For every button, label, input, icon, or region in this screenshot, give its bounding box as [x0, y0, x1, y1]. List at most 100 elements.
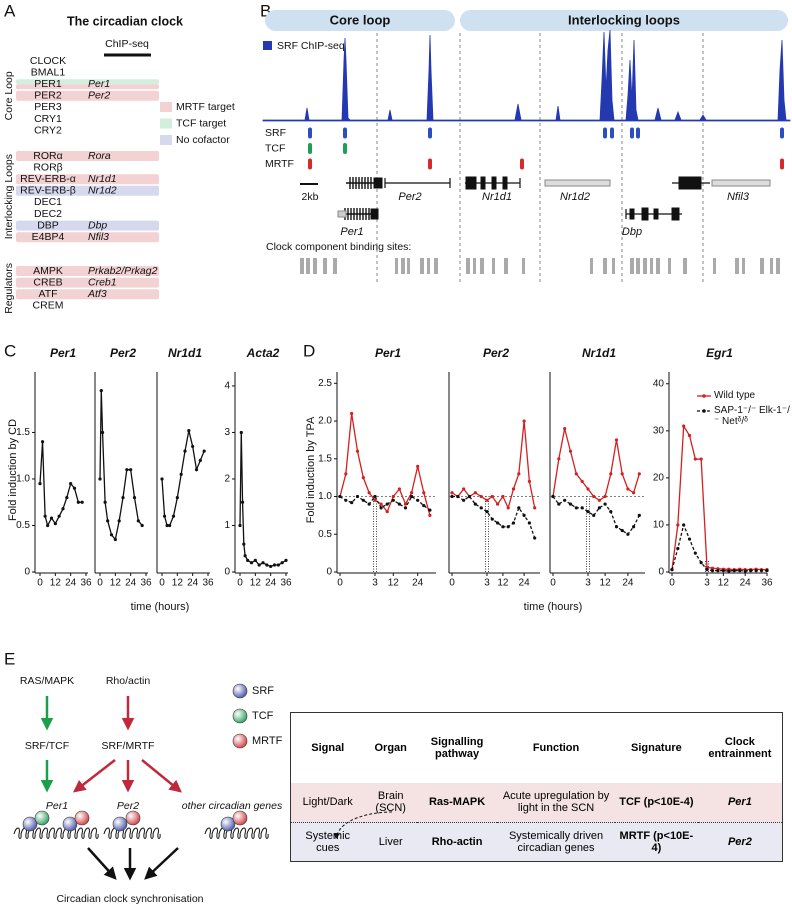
data-point: [614, 525, 619, 529]
x-tick-label: 12: [172, 578, 184, 589]
data-point: [249, 561, 254, 565]
header-cell: Signal: [311, 742, 345, 754]
data-point: [563, 498, 567, 502]
data-point: [373, 494, 377, 499]
x-tick-label: 36: [761, 578, 773, 589]
data-point: [501, 494, 505, 499]
data-point: [490, 494, 494, 499]
data-point: [40, 440, 45, 444]
data-point: [462, 487, 466, 491]
data-point: [242, 542, 246, 546]
data-point: [626, 532, 630, 536]
data-point: [637, 513, 641, 517]
gene-label: Per1: [340, 226, 363, 238]
legend-label: No cofactor: [176, 134, 230, 146]
series-line: [239, 432, 287, 568]
cell: TCF (p<10E-4): [614, 783, 698, 823]
cell: Rho-actin: [431, 835, 483, 848]
data-point: [46, 523, 50, 528]
data-point: [76, 500, 80, 504]
data-point: [710, 568, 715, 573]
data-point: [65, 495, 69, 500]
y-tick-label: 2.0: [318, 416, 332, 427]
y-tick-label: 0.5: [16, 520, 30, 531]
binding-dot: [603, 127, 607, 139]
panel-label: B: [260, 1, 271, 20]
data-point: [511, 521, 516, 525]
data-point: [355, 449, 360, 453]
data-point: [175, 495, 179, 500]
data-point: [106, 519, 110, 523]
data-point: [113, 537, 117, 542]
y-tick-label: 30: [653, 425, 665, 436]
section-label: Core Loop: [3, 71, 15, 120]
data-point: [738, 568, 742, 573]
legend-label: TCF: [252, 710, 274, 722]
data-point: [563, 427, 567, 431]
section-label: Regulators: [3, 263, 15, 314]
data-point: [240, 500, 245, 504]
dna-diagram: SRF TCF MRTF: [13, 683, 283, 839]
data-point: [557, 502, 561, 506]
arrow: [144, 847, 179, 880]
data-point: [682, 424, 686, 428]
header-cell: Clock entrainment: [708, 736, 772, 760]
data-point: [280, 561, 284, 565]
factor-ball: [125, 810, 141, 826]
arrows: [40, 696, 182, 881]
data-point: [165, 523, 169, 528]
data-point: [754, 568, 758, 573]
x-tick-label: 24: [622, 578, 634, 589]
protein-label: RORα: [33, 150, 62, 162]
x-axis-label: time (hours): [524, 601, 583, 613]
data-point: [162, 514, 167, 518]
binding-sites: [300, 258, 780, 274]
cell: Acute upregulation by light in the SCN: [497, 783, 615, 823]
gene-label: Per1: [88, 78, 110, 90]
x-tick-label: 0: [97, 578, 103, 589]
data-point: [676, 523, 680, 527]
data-point: [727, 569, 731, 573]
factor-ball: [34, 810, 50, 826]
data-point: [749, 568, 753, 573]
data-point: [568, 502, 573, 506]
data-point: [367, 491, 371, 495]
data-point: [80, 500, 84, 504]
legend-label: MRTF target: [176, 101, 235, 113]
legend-ball: [232, 683, 248, 699]
data-point: [682, 523, 686, 527]
data-point: [129, 468, 133, 472]
header-pill: [460, 10, 788, 31]
data-point: [517, 472, 521, 476]
protein-label: ATF: [38, 288, 57, 300]
x-tick-label: 0: [669, 578, 675, 589]
series-line: [671, 522, 767, 572]
header-cell: Signalling pathway: [430, 736, 484, 760]
y-tick-label: 1.5: [318, 453, 332, 464]
data-point: [721, 568, 725, 573]
data-point: [506, 506, 510, 510]
data-point: [759, 568, 764, 573]
data-point: [179, 472, 183, 476]
data-point: [473, 491, 477, 495]
data-point: [243, 554, 247, 558]
track-label: MRTF: [265, 158, 294, 170]
section-header: Interlocking loops: [568, 12, 680, 27]
binding-dots: SRF ChIP-seq SRF TCF MRTF Per1 Per2 Nr1d1 Nr1d2…: [263, 40, 784, 238]
x-tick-label: 3: [484, 578, 490, 589]
factor-ball: [220, 816, 236, 832]
gene-label: Dbp: [622, 226, 642, 238]
legend-swatch: [263, 41, 272, 50]
legend-swatch: [160, 118, 172, 129]
data-point: [257, 563, 261, 567]
section-label: Interlocking Loops: [3, 154, 15, 239]
data-point: [450, 491, 454, 495]
data-point: [670, 568, 674, 572]
x-tick-label: 3: [372, 578, 378, 589]
data-point: [693, 551, 697, 555]
data-point: [727, 567, 731, 571]
arrow: [87, 847, 117, 880]
binding-dot: [630, 127, 634, 139]
factor-ball: [74, 810, 90, 826]
